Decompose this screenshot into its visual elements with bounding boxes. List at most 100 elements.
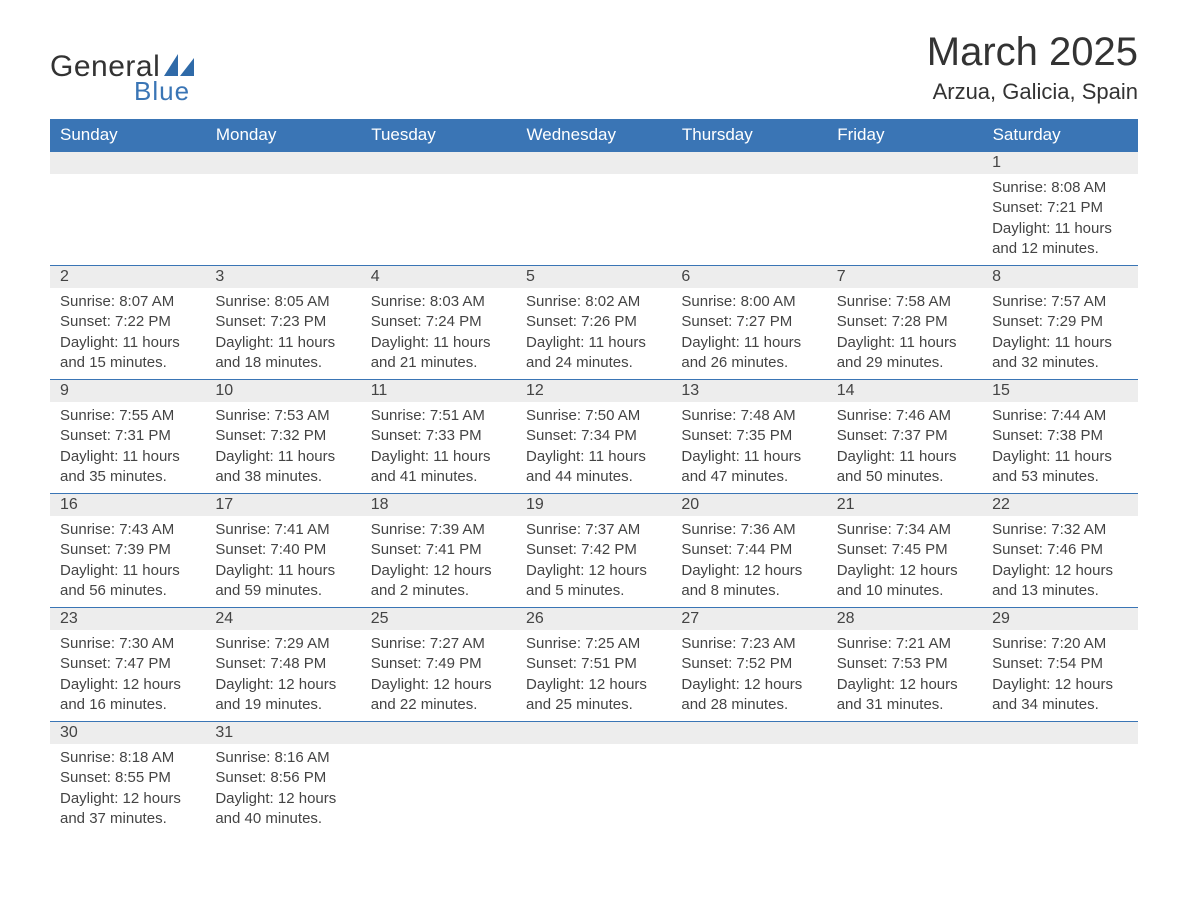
- day-detail-cell: [671, 744, 826, 835]
- day-detail-cell: Sunrise: 8:00 AMSunset: 7:27 PMDaylight:…: [671, 288, 826, 380]
- sunset-line: Sunset: 7:45 PM: [837, 540, 972, 560]
- sunset-line: Sunset: 7:47 PM: [60, 654, 195, 674]
- sunset-line: Sunset: 7:49 PM: [371, 654, 506, 674]
- daylight-line: Daylight: 11 hours and 26 minutes.: [681, 333, 816, 374]
- day-number-cell: 3: [205, 266, 360, 289]
- daylight-line: Daylight: 12 hours and 16 minutes.: [60, 675, 195, 716]
- daylight-line: Daylight: 12 hours and 13 minutes.: [992, 561, 1127, 602]
- daylight-line: Daylight: 11 hours and 32 minutes.: [992, 333, 1127, 374]
- day-number-cell: 10: [205, 380, 360, 403]
- day-detail-cell: Sunrise: 7:44 AMSunset: 7:38 PMDaylight:…: [982, 402, 1137, 494]
- daylight-line: Daylight: 12 hours and 22 minutes.: [371, 675, 506, 716]
- sunset-line: Sunset: 7:35 PM: [681, 426, 816, 446]
- sunrise-line: Sunrise: 8:03 AM: [371, 292, 506, 312]
- sunset-line: Sunset: 7:44 PM: [681, 540, 816, 560]
- sunrise-line: Sunrise: 7:50 AM: [526, 406, 661, 426]
- day-number-cell: 19: [516, 494, 671, 517]
- day-number-cell: 16: [50, 494, 205, 517]
- sunset-line: Sunset: 7:53 PM: [837, 654, 972, 674]
- day-number-cell: [205, 152, 360, 175]
- day-number-cell: [516, 722, 671, 745]
- day-detail-cell: Sunrise: 7:50 AMSunset: 7:34 PMDaylight:…: [516, 402, 671, 494]
- sunrise-line: Sunrise: 7:30 AM: [60, 634, 195, 654]
- day-number-cell: [827, 722, 982, 745]
- day-detail-cell: [516, 744, 671, 835]
- sunrise-line: Sunrise: 7:55 AM: [60, 406, 195, 426]
- sunrise-line: Sunrise: 7:58 AM: [837, 292, 972, 312]
- day-number-cell: 20: [671, 494, 826, 517]
- sunset-line: Sunset: 7:22 PM: [60, 312, 195, 332]
- sunrise-line: Sunrise: 7:48 AM: [681, 406, 816, 426]
- daylight-line: Daylight: 11 hours and 38 minutes.: [215, 447, 350, 488]
- day-detail-cell: Sunrise: 8:02 AMSunset: 7:26 PMDaylight:…: [516, 288, 671, 380]
- daylight-line: Daylight: 12 hours and 2 minutes.: [371, 561, 506, 602]
- day-detail-cell: Sunrise: 7:21 AMSunset: 7:53 PMDaylight:…: [827, 630, 982, 722]
- day-number-cell: 31: [205, 722, 360, 745]
- title-block: March 2025 Arzua, Galicia, Spain: [927, 30, 1138, 105]
- sunset-line: Sunset: 7:42 PM: [526, 540, 661, 560]
- sunrise-line: Sunrise: 8:07 AM: [60, 292, 195, 312]
- day-number-cell: 6: [671, 266, 826, 289]
- calendar-body: 1 Sunrise: 8:08 AMSunset: 7:21 PMDayligh…: [50, 152, 1138, 836]
- daylight-line: Daylight: 11 hours and 50 minutes.: [837, 447, 972, 488]
- sunrise-line: Sunrise: 7:39 AM: [371, 520, 506, 540]
- day-number-cell: [827, 152, 982, 175]
- day-number-cell: [361, 152, 516, 175]
- sunrise-line: Sunrise: 7:32 AM: [992, 520, 1127, 540]
- sunrise-line: Sunrise: 7:51 AM: [371, 406, 506, 426]
- daylight-line: Daylight: 11 hours and 18 minutes.: [215, 333, 350, 374]
- day-number-cell: [671, 152, 826, 175]
- day-number-cell: [50, 152, 205, 175]
- daylight-line: Daylight: 11 hours and 47 minutes.: [681, 447, 816, 488]
- daylight-line: Daylight: 11 hours and 15 minutes.: [60, 333, 195, 374]
- day-number-cell: 17: [205, 494, 360, 517]
- sunset-line: Sunset: 7:41 PM: [371, 540, 506, 560]
- day-detail-cell: Sunrise: 7:43 AMSunset: 7:39 PMDaylight:…: [50, 516, 205, 608]
- day-number-cell: 18: [361, 494, 516, 517]
- sunset-line: Sunset: 7:37 PM: [837, 426, 972, 446]
- day-number-cell: [671, 722, 826, 745]
- day-number-cell: [361, 722, 516, 745]
- day-detail-cell: Sunrise: 7:34 AMSunset: 7:45 PMDaylight:…: [827, 516, 982, 608]
- sunset-line: Sunset: 7:48 PM: [215, 654, 350, 674]
- day-number-cell: 15: [982, 380, 1137, 403]
- day-number-cell: 30: [50, 722, 205, 745]
- sunset-line: Sunset: 7:31 PM: [60, 426, 195, 446]
- day-number-cell: 26: [516, 608, 671, 631]
- logo: General Blue: [50, 50, 194, 107]
- weekday-header: Saturday: [982, 119, 1137, 152]
- day-number-cell: 4: [361, 266, 516, 289]
- day-number-cell: 29: [982, 608, 1137, 631]
- sunrise-line: Sunrise: 8:00 AM: [681, 292, 816, 312]
- day-detail-cell: Sunrise: 7:39 AMSunset: 7:41 PMDaylight:…: [361, 516, 516, 608]
- day-detail-cell: Sunrise: 7:58 AMSunset: 7:28 PMDaylight:…: [827, 288, 982, 380]
- sunset-line: Sunset: 7:40 PM: [215, 540, 350, 560]
- day-number-cell: 27: [671, 608, 826, 631]
- sunrise-line: Sunrise: 7:20 AM: [992, 634, 1127, 654]
- daylight-line: Daylight: 12 hours and 10 minutes.: [837, 561, 972, 602]
- sunset-line: Sunset: 8:56 PM: [215, 768, 350, 788]
- sunset-line: Sunset: 7:28 PM: [837, 312, 972, 332]
- calendar-table: SundayMondayTuesdayWednesdayThursdayFrid…: [50, 119, 1138, 835]
- day-detail-cell: Sunrise: 8:18 AMSunset: 8:55 PMDaylight:…: [50, 744, 205, 835]
- day-number-cell: 23: [50, 608, 205, 631]
- day-number-cell: 1: [982, 152, 1137, 175]
- day-detail-cell: Sunrise: 8:16 AMSunset: 8:56 PMDaylight:…: [205, 744, 360, 835]
- sunset-line: Sunset: 7:39 PM: [60, 540, 195, 560]
- day-number-cell: [516, 152, 671, 175]
- daylight-line: Daylight: 12 hours and 5 minutes.: [526, 561, 661, 602]
- day-number-cell: 8: [982, 266, 1137, 289]
- day-number-cell: 22: [982, 494, 1137, 517]
- daylight-line: Daylight: 11 hours and 44 minutes.: [526, 447, 661, 488]
- sunrise-line: Sunrise: 7:37 AM: [526, 520, 661, 540]
- day-number-cell: 24: [205, 608, 360, 631]
- day-number-cell: 13: [671, 380, 826, 403]
- daylight-line: Daylight: 11 hours and 21 minutes.: [371, 333, 506, 374]
- day-detail-cell: Sunrise: 7:41 AMSunset: 7:40 PMDaylight:…: [205, 516, 360, 608]
- sunset-line: Sunset: 7:23 PM: [215, 312, 350, 332]
- day-detail-cell: Sunrise: 7:51 AMSunset: 7:33 PMDaylight:…: [361, 402, 516, 494]
- day-detail-cell: [50, 174, 205, 266]
- sunrise-line: Sunrise: 8:08 AM: [992, 178, 1127, 198]
- sunset-line: Sunset: 7:54 PM: [992, 654, 1127, 674]
- sunset-line: Sunset: 7:32 PM: [215, 426, 350, 446]
